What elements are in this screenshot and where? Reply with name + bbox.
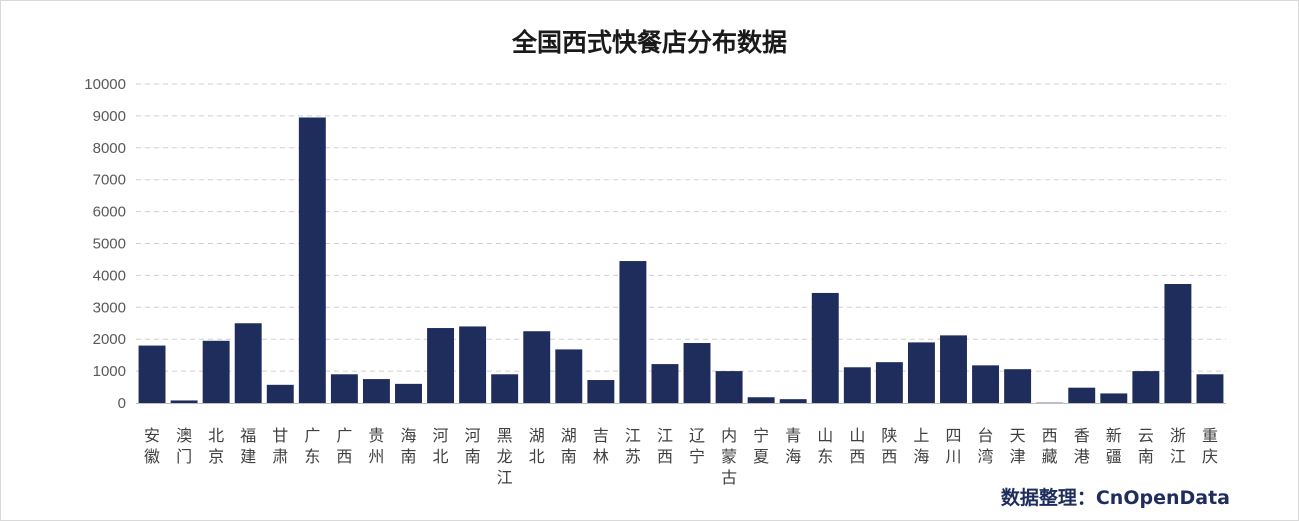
bar xyxy=(138,345,166,403)
bar xyxy=(395,383,422,403)
y-tick-label: 4000 xyxy=(93,267,126,284)
x-tick-label: 山西 xyxy=(849,426,865,466)
bar xyxy=(779,399,807,403)
x-tick-label: 四川 xyxy=(945,426,961,466)
x-tick-label: 宁夏 xyxy=(753,426,769,466)
bar xyxy=(523,331,551,403)
bar xyxy=(1068,387,1096,403)
x-tick-label: 辽宁 xyxy=(689,426,705,466)
x-tick-label: 香港 xyxy=(1074,426,1090,466)
bar xyxy=(202,340,230,403)
y-tick-label: 0 xyxy=(118,395,126,412)
bar xyxy=(330,374,358,403)
bar xyxy=(1196,374,1224,403)
chart-title: 全国西式快餐店分布数据 xyxy=(511,28,787,57)
x-tick-label: 湖南 xyxy=(561,426,577,466)
x-tick-label: 贵州 xyxy=(368,426,384,466)
y-tick-label: 9000 xyxy=(93,108,126,125)
y-tick-label: 6000 xyxy=(93,204,126,221)
bar xyxy=(555,349,583,403)
x-tick-label: 新疆 xyxy=(1106,426,1122,466)
x-tick-label: 广东 xyxy=(304,426,320,466)
bar xyxy=(1132,371,1160,403)
x-tick-label: 江西 xyxy=(657,426,673,466)
x-tick-label: 上海 xyxy=(913,426,929,466)
x-tick-label: 吉林 xyxy=(593,426,609,466)
y-tick-label: 8000 xyxy=(93,140,126,157)
x-tick-label: 内蒙古 xyxy=(721,426,737,487)
x-tick-label: 西藏 xyxy=(1042,426,1058,466)
bar xyxy=(298,117,326,404)
bar xyxy=(1004,369,1032,403)
bar xyxy=(1164,284,1192,403)
x-tick-label: 重庆 xyxy=(1202,426,1218,466)
bar xyxy=(619,261,647,403)
x-tick-label: 河北 xyxy=(433,426,449,466)
x-tick-label: 甘肃 xyxy=(272,426,288,466)
x-tick-label: 黑龙江 xyxy=(497,426,513,487)
x-tick-label: 山东 xyxy=(817,426,833,466)
x-tick-label: 海南 xyxy=(400,426,416,466)
data-credit: 数据整理：CnOpenData xyxy=(1000,487,1230,509)
bar xyxy=(972,365,1000,403)
x-tick-label: 福建 xyxy=(240,426,256,466)
bar xyxy=(811,292,839,403)
bar xyxy=(715,371,743,403)
bar xyxy=(683,343,711,403)
bar xyxy=(427,328,455,403)
y-tick-label: 7000 xyxy=(93,172,126,189)
bar xyxy=(491,374,519,403)
x-tick-label: 河南 xyxy=(465,426,481,466)
bar xyxy=(747,397,775,403)
x-tick-label: 北京 xyxy=(208,426,224,466)
x-tick-label: 陕西 xyxy=(881,426,897,466)
y-tick-label: 10000 xyxy=(84,76,126,93)
x-tick-label: 澳门 xyxy=(176,426,192,466)
bar xyxy=(587,380,615,403)
bar xyxy=(651,364,679,403)
bar xyxy=(843,367,871,403)
bar xyxy=(1100,393,1128,403)
x-tick-label: 青海 xyxy=(785,426,801,466)
bar xyxy=(940,335,967,403)
y-tick-label: 2000 xyxy=(93,331,126,348)
x-tick-label: 广西 xyxy=(336,426,352,466)
bar xyxy=(875,362,903,403)
x-tick-label: 天津 xyxy=(1010,426,1026,466)
bar xyxy=(459,326,487,403)
x-tick-label: 安徽 xyxy=(144,426,160,466)
x-tick-label: 江苏 xyxy=(625,426,641,466)
bar xyxy=(234,323,262,403)
x-tick-label: 浙江 xyxy=(1170,426,1186,466)
y-tick-label: 5000 xyxy=(93,236,126,253)
x-tick-label: 台湾 xyxy=(978,426,994,466)
y-tick-label: 1000 xyxy=(93,363,126,380)
y-tick-label: 3000 xyxy=(93,299,126,316)
bar xyxy=(170,400,198,403)
bar xyxy=(362,379,390,403)
bar xyxy=(907,342,935,403)
x-tick-label: 云南 xyxy=(1138,426,1154,466)
bar xyxy=(266,384,294,403)
x-tick-label: 湖北 xyxy=(529,426,545,466)
